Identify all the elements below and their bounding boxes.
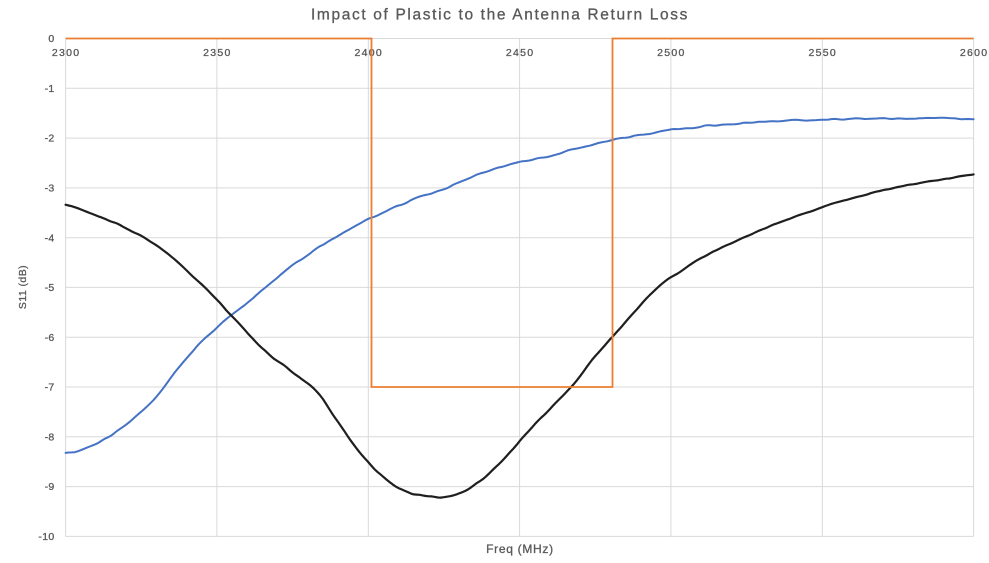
svg-text:-1: -1 [45,83,55,95]
svg-text:2350: 2350 [203,47,232,59]
svg-text:2500: 2500 [657,47,686,59]
svg-text:2400: 2400 [355,47,384,59]
svg-text:Freq (MHz): Freq (MHz) [486,542,554,556]
svg-text:2300: 2300 [52,47,81,59]
svg-text:-4: -4 [45,232,55,244]
svg-text:-9: -9 [45,481,55,493]
svg-text:2450: 2450 [506,47,535,59]
svg-text:-7: -7 [45,382,55,394]
svg-text:2600: 2600 [960,47,989,59]
svg-text:S11 (dB): S11 (dB) [17,265,29,309]
svg-text:0: 0 [48,33,54,45]
svg-text:-6: -6 [45,332,55,344]
svg-text:-2: -2 [45,133,55,145]
svg-text:2550: 2550 [809,47,838,59]
svg-text:-5: -5 [45,282,55,294]
svg-text:-8: -8 [45,431,55,443]
svg-text:-3: -3 [45,183,55,195]
svg-text:Impact of Plastic to the Anten: Impact of Plastic to the Antenna Return … [311,7,689,24]
svg-text:-10: -10 [38,531,54,543]
